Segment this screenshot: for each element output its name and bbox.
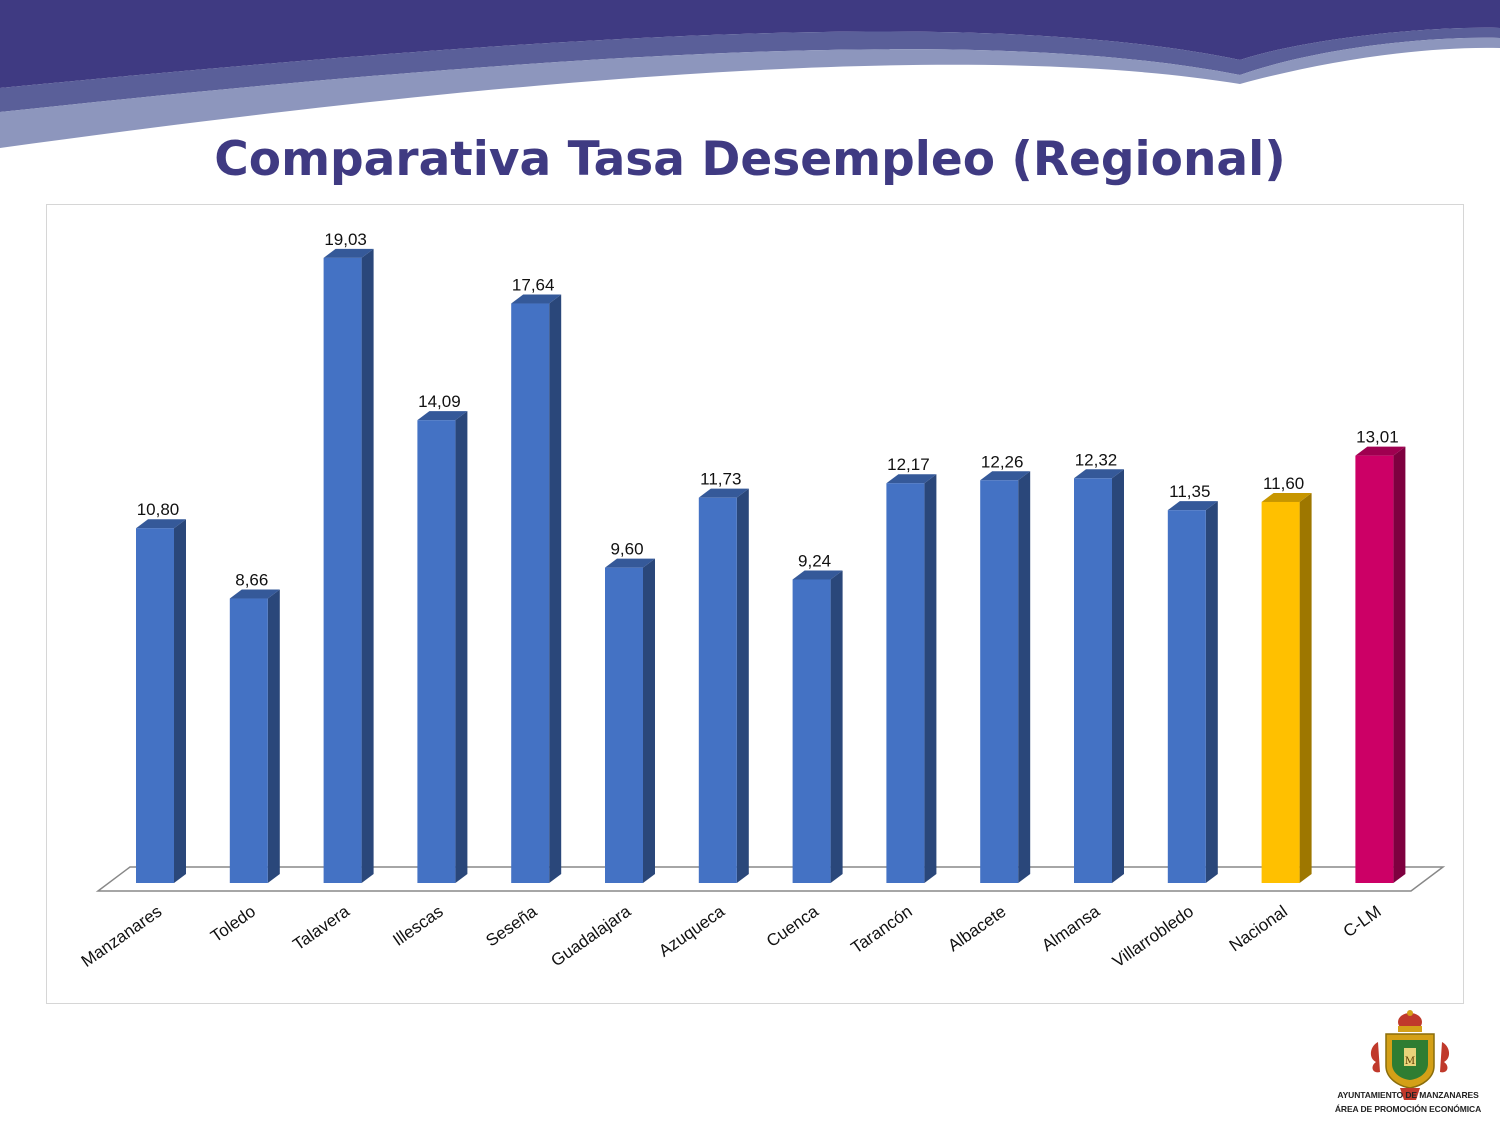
bar-front xyxy=(1074,478,1112,883)
bar-side xyxy=(174,519,186,883)
bar-top xyxy=(605,558,655,568)
bar-side xyxy=(549,294,562,883)
bar-top xyxy=(1074,469,1124,479)
bar-side xyxy=(1018,471,1031,883)
value-label: 12,17 xyxy=(887,455,930,474)
bar-side xyxy=(1393,446,1406,883)
chart-floor xyxy=(95,866,1446,892)
category-label: Villarrobledo xyxy=(1109,902,1197,972)
svg-text:M: M xyxy=(1405,1056,1415,1067)
category-label: C-LM xyxy=(1340,902,1385,941)
bar-side xyxy=(1112,469,1124,883)
value-label: 12,26 xyxy=(981,452,1024,471)
category-label: Tarancón xyxy=(848,902,916,958)
bar-top xyxy=(417,411,468,421)
category-label: Albacete xyxy=(944,902,1009,956)
header-banner xyxy=(0,0,1500,148)
category-label: Azuqueca xyxy=(655,901,728,960)
category-label: Nacional xyxy=(1226,902,1291,956)
value-label: 9,60 xyxy=(610,540,643,559)
bar-front xyxy=(323,257,362,883)
bar-top xyxy=(511,294,562,304)
bar xyxy=(792,570,843,883)
category-label: Almansa xyxy=(1038,901,1104,955)
bar-top xyxy=(1167,501,1218,511)
chart-category-labels: Manzanares Toledo Talavera Illescas Seseña Gu… xyxy=(78,901,1385,971)
value-label: 11,35 xyxy=(1169,482,1210,501)
value-label: 8,66 xyxy=(235,571,268,590)
bar-front xyxy=(1167,510,1206,883)
bar-front xyxy=(1261,501,1300,883)
org-name-line1: AYUNTAMIENTO DE MANZANARES xyxy=(1337,1090,1479,1100)
bar-front xyxy=(605,567,643,883)
value-label: 13,01 xyxy=(1356,428,1399,447)
bar-front xyxy=(136,528,174,883)
category-label: Talavera xyxy=(289,901,353,954)
value-label: 11,60 xyxy=(1263,474,1304,493)
chart-bars xyxy=(136,248,1406,883)
value-label: 9,24 xyxy=(798,551,831,570)
bar-top xyxy=(1355,446,1406,456)
bar-top xyxy=(229,589,280,599)
bar-front xyxy=(886,483,925,883)
category-label: Cuenca xyxy=(763,901,822,950)
bar xyxy=(511,294,562,883)
bar xyxy=(886,474,937,883)
bar-top xyxy=(323,248,374,258)
page-title: Comparativa Tasa Desempleo (Regional) xyxy=(214,132,1286,187)
bar xyxy=(417,411,468,883)
bar xyxy=(980,471,1031,883)
value-label: 17,64 xyxy=(512,276,555,295)
category-label: Guadalajara xyxy=(548,901,635,970)
category-label: Manzanares xyxy=(78,902,166,971)
bar-side xyxy=(1299,492,1312,883)
bar xyxy=(136,519,186,883)
bar-side xyxy=(924,474,937,883)
bar xyxy=(1167,501,1218,883)
chart-floor-plane xyxy=(95,866,1446,892)
bar xyxy=(605,558,655,883)
bar-front xyxy=(1355,455,1394,883)
bar-top xyxy=(698,488,749,498)
bar-side xyxy=(267,589,280,883)
org-name-line2: ÁREA DE PROMOCIÓN ECONÓMICA xyxy=(1334,1104,1482,1114)
bar xyxy=(1074,469,1124,883)
bar-side xyxy=(455,411,468,883)
category-label: Seseña xyxy=(482,901,541,950)
bar-chart: 10,80 8,66 19,03 14,09 17,64 9,60 11,73 9,24 12,… xyxy=(78,230,1446,971)
value-label: 14,09 xyxy=(418,392,461,411)
bar-top xyxy=(136,519,186,529)
bar-top xyxy=(1261,492,1312,502)
chart-value-labels: 10,80 8,66 19,03 14,09 17,64 9,60 11,73 9,24 12,… xyxy=(137,230,1399,590)
bar-top xyxy=(980,471,1031,481)
category-label: Toledo xyxy=(207,902,259,946)
value-label: 11,73 xyxy=(700,470,741,489)
bar-front xyxy=(511,303,550,883)
bar xyxy=(1261,492,1312,883)
bar-side xyxy=(736,488,749,883)
bar-side xyxy=(1205,501,1218,883)
coat-of-arms-logo: M xyxy=(1370,1010,1450,1100)
bar xyxy=(323,248,374,883)
value-label: 10,80 xyxy=(137,500,180,519)
bar-side xyxy=(830,570,843,883)
bar-front xyxy=(229,598,268,883)
bar-top xyxy=(792,570,843,580)
bar-front xyxy=(698,497,737,883)
value-label: 19,03 xyxy=(324,230,367,249)
bar-front xyxy=(792,579,831,883)
bar-side xyxy=(361,248,374,883)
bar-side xyxy=(643,558,655,883)
bar-front xyxy=(980,480,1019,883)
category-label: Illescas xyxy=(389,902,446,950)
bar xyxy=(229,589,280,883)
bar xyxy=(1355,446,1406,883)
bar-top xyxy=(886,474,937,484)
value-label: 12,32 xyxy=(1075,450,1118,469)
bar xyxy=(698,488,749,883)
bar-front xyxy=(417,420,456,883)
